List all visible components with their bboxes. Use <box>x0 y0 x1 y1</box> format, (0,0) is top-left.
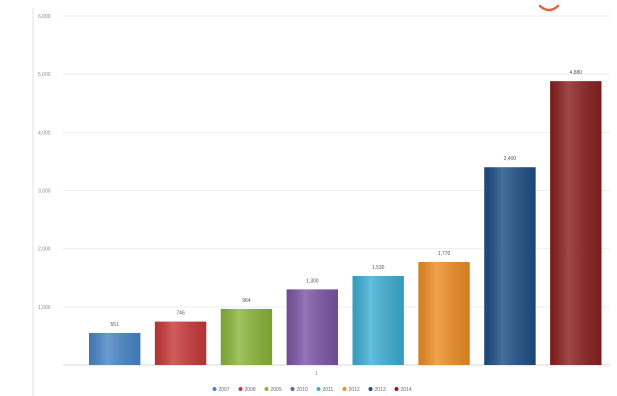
legend-swatch <box>290 387 295 391</box>
legend-entry: 2010 <box>297 387 308 393</box>
bars <box>89 81 602 365</box>
legend: 2007 2008 2009 2010 2011 2012 2013 2014 <box>212 387 412 393</box>
bar-shading <box>352 276 404 365</box>
data-labels: 551 746 964 1,300 1,530 1,770 3,400 4,880 <box>111 70 583 328</box>
data-label: 1,770 <box>438 251 451 257</box>
bar-shading <box>418 262 470 365</box>
logo-mark <box>538 4 560 12</box>
data-label: 964 <box>242 298 251 304</box>
legend-entry: 2012 <box>349 387 360 393</box>
legend-swatch <box>342 387 347 391</box>
y-tick-label: 5,000 <box>38 72 51 78</box>
x-tick-label: 1 <box>315 371 318 377</box>
legend-entry: 2008 <box>245 387 256 393</box>
bar-shading <box>89 332 141 365</box>
legend-entry: 2011 <box>323 387 334 393</box>
legend-swatch <box>394 387 399 391</box>
legend-entry: 2013 <box>375 387 386 393</box>
legend-swatch <box>316 387 321 391</box>
bar-shading <box>220 308 273 365</box>
data-label: 1,530 <box>372 265 385 271</box>
legend-swatch <box>238 387 243 391</box>
y-tick-label: 1,000 <box>38 305 51 311</box>
y-tick-label: 3,000 <box>38 189 51 195</box>
bar-shading <box>550 81 602 365</box>
legend-entry: 2009 <box>271 387 282 393</box>
y-tick-label: 6,000 <box>38 14 51 20</box>
data-label: 3,400 <box>504 156 517 162</box>
y-tick-label: 2,000 <box>38 247 51 253</box>
legend-entry: 2007 <box>219 387 230 393</box>
y-tick-label: 4,000 <box>38 130 51 136</box>
legend-entry: 2014 <box>401 387 412 393</box>
legend-swatch <box>368 387 373 391</box>
data-label: 1,300 <box>306 278 319 284</box>
data-label: 4,880 <box>570 70 583 76</box>
data-label: 551 <box>111 322 120 328</box>
bar-shading <box>286 289 339 365</box>
data-label: 746 <box>176 311 185 317</box>
bar-shading <box>484 167 536 365</box>
bar-shading <box>154 321 207 365</box>
legend-swatch <box>264 387 269 391</box>
legend-swatch <box>212 387 217 391</box>
